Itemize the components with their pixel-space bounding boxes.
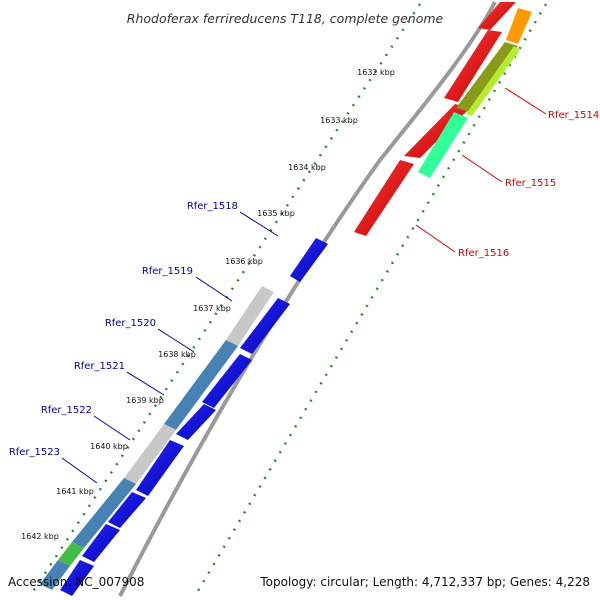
feature-orange bbox=[506, 8, 532, 44]
feature-track bbox=[418, 8, 532, 178]
gc-segment-gray bbox=[226, 286, 274, 346]
accession-text: Accession: NC_007908 bbox=[8, 575, 144, 589]
leader-line bbox=[195, 276, 233, 302]
gc-segment-steel bbox=[72, 478, 136, 548]
gene-label-rfer-1514: Rfer_1514 bbox=[548, 110, 599, 121]
gene-rfer-1515 bbox=[418, 112, 468, 178]
reverse-strand-genes bbox=[60, 238, 328, 596]
gc-segment-steel bbox=[164, 340, 238, 430]
gene-arrow-reverse bbox=[108, 492, 146, 528]
gene-label-rfer-1519: Rfer_1519 bbox=[142, 266, 193, 277]
gene-rfer-1519 bbox=[240, 298, 290, 354]
leader-line bbox=[126, 371, 165, 396]
gene-rfer-1521 bbox=[176, 404, 216, 440]
kbp-tick-label: 1633 kbp bbox=[320, 116, 358, 125]
gene-label-rfer-1516: Rfer_1516 bbox=[458, 248, 509, 259]
gene-arrow-reverse bbox=[60, 560, 94, 596]
gene-label-rfer-1523: Rfer_1523 bbox=[9, 447, 60, 458]
leader-line bbox=[157, 328, 195, 353]
gene-rfer-1522 bbox=[136, 440, 184, 496]
summary-text: Topology: circular; Length: 4,712,337 bp… bbox=[259, 575, 590, 589]
kbp-tick-label: 1637 kbp bbox=[193, 304, 231, 313]
kbp-tick-label: 1632 kbp bbox=[357, 68, 395, 77]
kbp-tick-label: 1640 kbp bbox=[90, 442, 128, 451]
gene-rfer-1516 bbox=[354, 160, 414, 236]
leader-line bbox=[61, 457, 98, 484]
leader-line bbox=[504, 87, 547, 115]
leader-line bbox=[415, 224, 456, 253]
gene-label-rfer-1518: Rfer_1518 bbox=[187, 201, 238, 212]
gene-arrow-forward bbox=[478, 2, 516, 30]
gene-rfer-1523 bbox=[82, 524, 120, 562]
gene-label-rfer-1521: Rfer_1521 bbox=[74, 361, 125, 372]
kbp-tick-label: 1642 kbp bbox=[21, 532, 59, 541]
gene-rfer-1518 bbox=[290, 238, 328, 282]
leader-line bbox=[93, 415, 131, 441]
kbp-tick-label: 1635 kbp bbox=[257, 209, 295, 218]
gc-band bbox=[40, 286, 274, 590]
gc-segment-steel bbox=[40, 560, 70, 590]
kbp-tick-label: 1639 kbp bbox=[126, 396, 164, 405]
gene-arrow-forward bbox=[444, 30, 502, 102]
leader-line bbox=[239, 211, 279, 237]
feature-yellowgreen bbox=[466, 46, 520, 116]
kbp-tick-label: 1636 kbp bbox=[225, 257, 263, 266]
gene-label-rfer-1515: Rfer_1515 bbox=[505, 178, 556, 189]
gene-labels: Rfer_1514 Rfer_1515 Rfer_1516 Rfer_1518 Rfer… bbox=[9, 87, 599, 484]
inner-tick-ring bbox=[28, 3, 422, 597]
gene-label-rfer-1520: Rfer_1520 bbox=[105, 318, 156, 329]
kbp-tick-label: 1638 kbp bbox=[158, 350, 196, 359]
forward-strand-genes bbox=[354, 2, 516, 236]
kbp-tick-label: 1641 kbp bbox=[56, 487, 94, 496]
feature-olive bbox=[456, 42, 518, 112]
gc-segment-gray bbox=[124, 424, 176, 484]
map-title: Rhodoferax ferrireducens T118, complete … bbox=[127, 11, 444, 26]
gene-label-rfer-1522: Rfer_1522 bbox=[41, 405, 92, 416]
kbp-ruler: 1632 kbp 1633 kbp 1634 kbp 1635 kbp 1636 kbp… bbox=[21, 68, 395, 541]
gene-rfer-1520 bbox=[202, 354, 252, 408]
genome-backbone bbox=[118, 1, 497, 597]
outer-tick-ring bbox=[193, 3, 548, 597]
leader-line bbox=[461, 154, 503, 183]
gc-segment-green bbox=[58, 542, 84, 566]
kbp-tick-label: 1634 kbp bbox=[288, 163, 326, 172]
